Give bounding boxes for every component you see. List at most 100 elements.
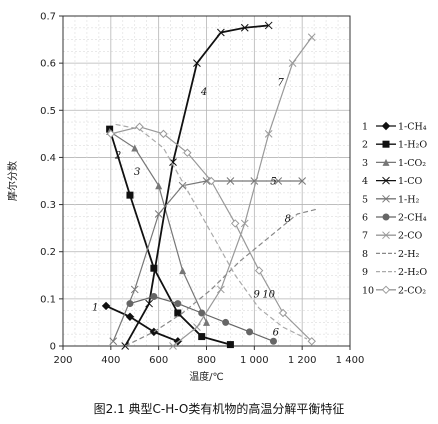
data-point: [240, 23, 249, 32]
series-4: [121, 21, 273, 350]
data-point: [159, 129, 168, 139]
data-point: [126, 191, 134, 199]
data-point: [288, 59, 297, 67]
legend-label: 2-CH₄: [398, 213, 427, 224]
legend-item: 8 2-H₂: [362, 249, 420, 260]
y-tick-label: 0.6: [40, 59, 56, 70]
legend-number: 10: [362, 285, 374, 296]
data-point: [222, 318, 230, 326]
data-point: [101, 301, 111, 311]
data-point: [246, 328, 254, 336]
x-tick-label: 400: [101, 355, 120, 366]
legend-marker: [382, 231, 390, 240]
curve-label: 1: [92, 302, 98, 313]
data-point: [174, 300, 182, 308]
legend-number: 3: [362, 158, 368, 169]
legend-number: 2: [362, 140, 368, 151]
data-point: [193, 59, 201, 67]
data-point: [183, 148, 192, 157]
data-point: [278, 308, 288, 318]
data-point: [193, 323, 201, 331]
legend-item: 6 2-CH₄: [362, 213, 427, 224]
y-tick-label: 0.3: [40, 200, 56, 211]
y-tick-label: 0.2: [40, 247, 56, 258]
legend-marker: [382, 140, 390, 148]
legend-label: 1-CH₄: [398, 122, 427, 133]
series-5: [109, 177, 307, 346]
series-line: [115, 123, 308, 340]
series-10: [106, 122, 316, 346]
legend-label: 2-CO: [398, 231, 423, 242]
data-point: [126, 300, 134, 308]
curve-label: 2: [114, 151, 121, 162]
legend-number: 6: [362, 213, 368, 224]
curve-label: 10: [262, 290, 275, 301]
x-tick-label: 1 200: [288, 355, 317, 366]
legend-marker: [381, 121, 391, 131]
data-point: [230, 219, 240, 228]
x-tick-label: 1 000: [240, 355, 269, 366]
curve-label: 3: [134, 167, 140, 178]
x-tick-label: 600: [149, 355, 168, 366]
figure-caption: 图2.1 典型C-H-O类有机物的高温分解平衡特征: [93, 402, 345, 416]
data-point: [269, 337, 277, 345]
series-7: [169, 33, 316, 350]
y-tick-label: 0: [50, 342, 56, 353]
data-point: [307, 33, 316, 42]
x-tick-label: 1 400: [336, 355, 365, 366]
data-point: [130, 285, 139, 294]
legend-item: 7 2-CO: [362, 231, 423, 242]
data-point: [226, 177, 235, 185]
data-point: [254, 266, 264, 275]
data-point: [179, 267, 187, 275]
legend-number: 4: [362, 176, 368, 187]
x-tick-label: 800: [197, 355, 216, 366]
legend-label: 2-H₂: [398, 249, 420, 260]
curve-label: 8: [285, 214, 291, 225]
legend-item: 5 1-H₂: [362, 194, 420, 205]
legend-item: 2 1-H₂O: [362, 140, 427, 151]
data-point: [216, 28, 225, 37]
data-point: [109, 337, 118, 346]
data-point: [198, 309, 206, 317]
legend-item: 4 1-CO: [362, 176, 423, 187]
legend-number: 5: [362, 194, 368, 205]
legend-item: 10 2-CO₂: [362, 285, 426, 296]
legend-item: 3 1-CO₂: [362, 158, 426, 169]
data-point: [264, 21, 273, 30]
legend-label: 2-H₂O: [398, 267, 427, 278]
series-6: [126, 293, 277, 345]
data-point: [207, 176, 216, 186]
y-tick-label: 0.1: [40, 294, 56, 305]
series-line: [124, 208, 317, 347]
data-point: [298, 177, 307, 185]
data-point: [307, 337, 316, 346]
y-tick-label: 0.5: [40, 106, 56, 117]
legend-label: 1-H₂: [398, 194, 420, 205]
x-axis-label: 温度/℃: [189, 370, 224, 383]
data-point: [203, 318, 210, 326]
series-line: [108, 128, 231, 346]
series-9: [115, 123, 308, 340]
data-point: [125, 312, 135, 321]
data-point: [216, 285, 225, 294]
data-point: [145, 299, 153, 308]
y-tick-label: 0.4: [40, 153, 56, 164]
legend-marker: [382, 158, 390, 166]
x-tick-label: 200: [53, 355, 72, 366]
series-line: [105, 305, 179, 343]
legend-marker: [381, 285, 391, 295]
data-point: [150, 264, 158, 272]
curve-label: 6: [273, 327, 280, 338]
y-tick-label: 0.7: [40, 12, 56, 23]
data-point: [154, 210, 163, 218]
data-point: [198, 333, 206, 341]
data-point: [169, 342, 177, 350]
data-point: [226, 341, 234, 349]
legend-number: 9: [362, 267, 368, 278]
data-point: [155, 182, 163, 190]
curve-label: 4: [200, 87, 207, 98]
legend-label: 1-CO₂: [398, 158, 426, 169]
data-point: [106, 129, 116, 139]
data-point: [174, 309, 182, 317]
